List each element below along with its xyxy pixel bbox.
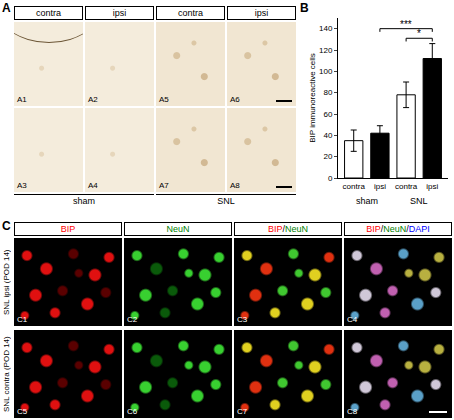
html-text:SNL: SNL — [217, 196, 235, 206]
html-text:SNL contra (POD 14): SNL contra (POD 14) — [2, 336, 11, 412]
svg-text:sham: sham — [356, 196, 378, 206]
html-text:B: B — [300, 1, 309, 15]
svg-text:contra: contra — [343, 182, 366, 191]
svg-text:SNL: SNL — [410, 196, 428, 206]
svg-text:*: * — [417, 28, 421, 39]
html-text:NeuN: NeuN — [166, 224, 190, 234]
svg-text:80: 80 — [323, 88, 332, 97]
html-text:contra: contra — [178, 8, 203, 18]
svg-text:BIP immunoreactive cells: BIP immunoreactive cells — [308, 53, 317, 143]
svg-text:ipsi: ipsi — [426, 182, 438, 191]
svg-text:120: 120 — [319, 46, 333, 55]
html-text:BIP / NeuN: BIP / NeuN — [268, 224, 308, 234]
html-text:A1: A1 — [17, 95, 27, 104]
svg-text:140: 140 — [319, 24, 333, 33]
html-text:A3: A3 — [17, 181, 27, 190]
html-text:C1: C1 — [17, 315, 28, 324]
svg-text:contra: contra — [395, 182, 418, 191]
html-text:C7: C7 — [237, 407, 248, 416]
html-text:C6: C6 — [127, 407, 138, 416]
svg-text:20: 20 — [323, 152, 332, 161]
html-text:sham: sham — [73, 196, 95, 206]
html-text:A8: A8 — [230, 181, 240, 190]
html-text:A6: A6 — [230, 95, 240, 104]
html-text:A4: A4 — [88, 181, 98, 190]
svg-text:40: 40 — [323, 131, 332, 140]
html-text:C: C — [2, 219, 11, 233]
html-text:SNL ipsi (POD 14): SNL ipsi (POD 14) — [2, 249, 11, 315]
html-text:BIP: BIP — [60, 224, 76, 234]
svg-text:***: *** — [400, 19, 412, 30]
html-text:A2: A2 — [88, 95, 98, 104]
html-text:A7: A7 — [159, 181, 169, 190]
svg-text:60: 60 — [323, 110, 332, 119]
html-text:ipsi: ipsi — [254, 8, 269, 18]
html-text:A5: A5 — [159, 95, 169, 104]
svg-text:0: 0 — [328, 174, 333, 183]
html-text:C2: C2 — [127, 315, 138, 324]
html-text:contra: contra — [36, 8, 61, 18]
svg-text:100: 100 — [319, 67, 333, 76]
html-text:A: A — [2, 1, 11, 15]
svg-text:ipsi: ipsi — [374, 182, 386, 191]
html-text:C3: C3 — [237, 315, 248, 324]
html-text:C5: C5 — [17, 407, 28, 416]
html-text:ipsi: ipsi — [112, 8, 127, 18]
html-text:BIP / NeuN / DAPI: BIP / NeuN / DAPI — [366, 224, 430, 234]
html-text:C8: C8 — [347, 407, 358, 416]
html-text:C4: C4 — [347, 315, 358, 324]
